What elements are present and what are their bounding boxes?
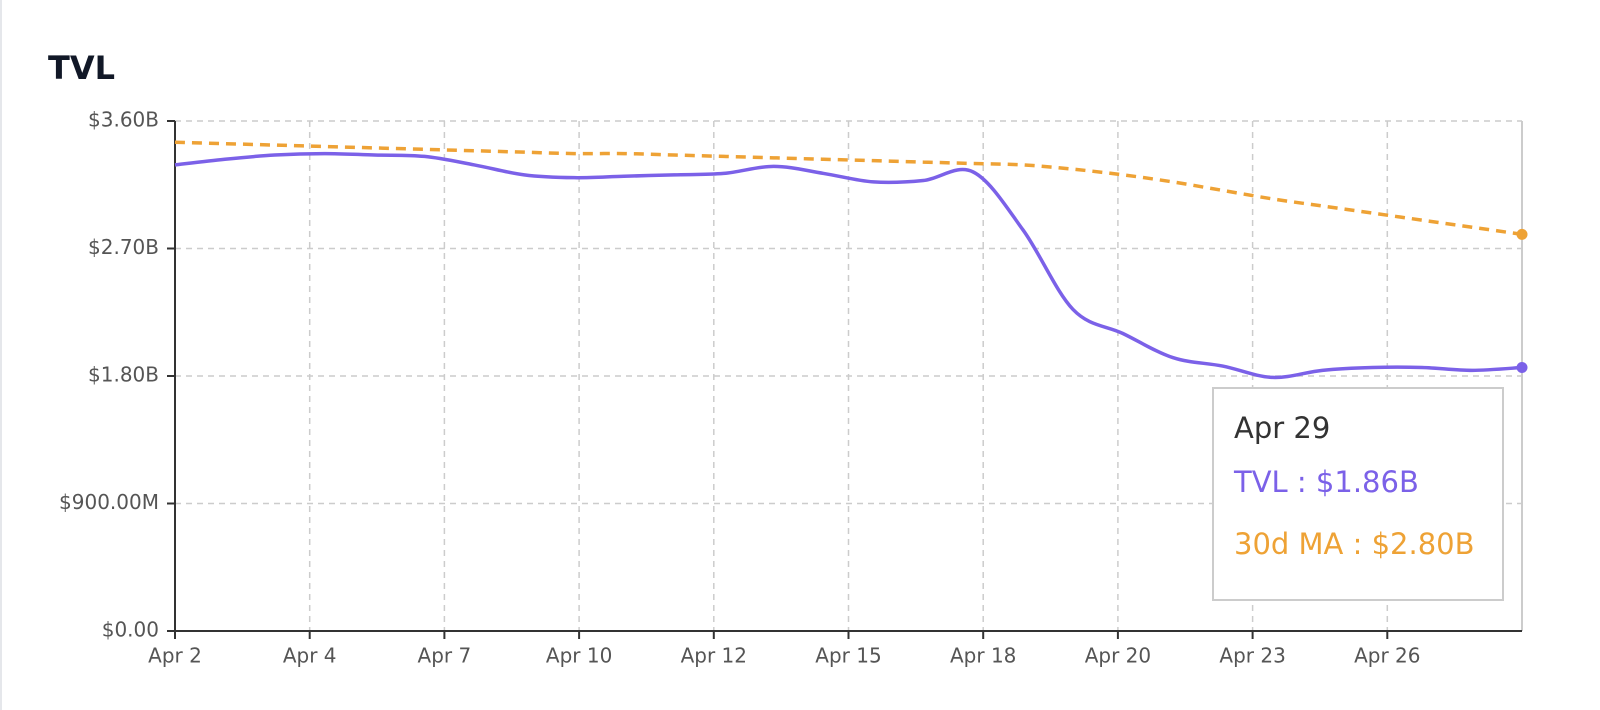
x-tick-label: Apr 4: [283, 644, 337, 668]
x-tick-label: Apr 2: [148, 644, 202, 668]
x-tick-label: Apr 26: [1354, 644, 1420, 668]
y-tick-label: $900.00M: [59, 490, 159, 514]
x-tick-label: Apr 20: [1085, 644, 1151, 668]
x-tick-label: Apr 18: [950, 644, 1016, 668]
x-tick-label: Apr 10: [546, 644, 612, 668]
y-tick-label: $1.80B: [88, 363, 159, 387]
end-point: [1516, 228, 1528, 240]
series-line: [174, 140, 1523, 237]
tooltip-line: 30d MA : $2.80B: [1234, 527, 1475, 561]
y-tick-label: $2.70B: [88, 235, 159, 259]
y-tick-label: $0.00: [102, 618, 159, 642]
x-tick-label: Apr 23: [1219, 644, 1285, 668]
x-tick-label: Apr 7: [418, 644, 472, 668]
x-tick-label: Apr 12: [681, 644, 747, 668]
tooltip: Apr 29 TVL : $1.86B 30d MA : $2.80B: [1212, 387, 1504, 601]
end-point: [1516, 362, 1528, 373]
x-tick-label: Apr 15: [815, 644, 881, 668]
tooltip-line: TVL : $1.86B: [1234, 465, 1419, 499]
chart-title: TVL: [48, 49, 115, 87]
series-line: [174, 151, 1523, 380]
tooltip-title: Apr 29: [1234, 411, 1331, 445]
y-tick-label: $3.60B: [88, 108, 159, 132]
